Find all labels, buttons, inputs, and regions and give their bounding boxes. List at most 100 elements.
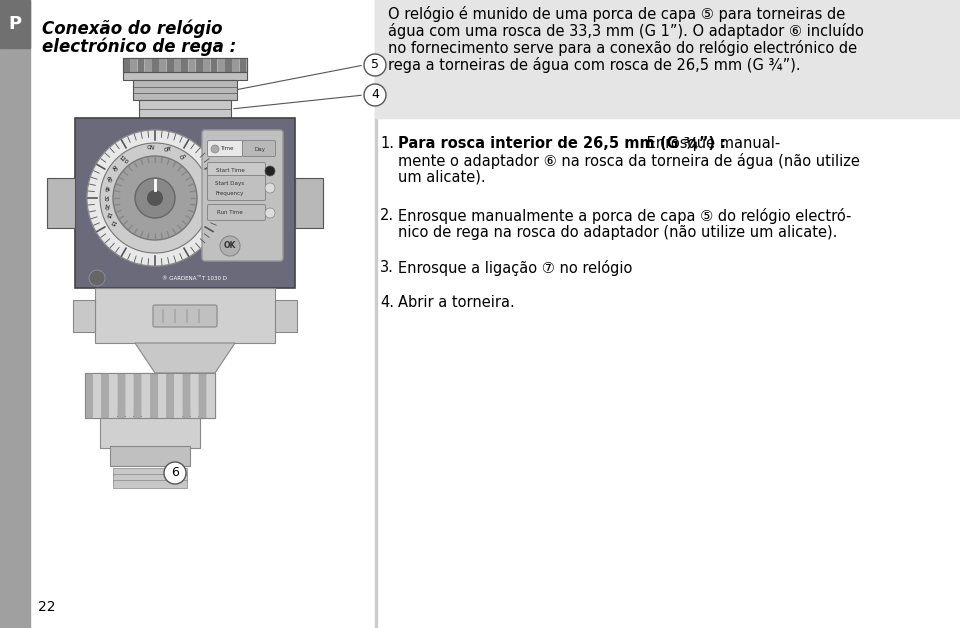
Bar bbox=[137, 58, 144, 72]
Bar bbox=[110, 446, 190, 466]
Circle shape bbox=[265, 183, 275, 193]
Text: mente o adaptador ⑥ na rosca da torneira de água (não utilize: mente o adaptador ⑥ na rosca da torneira… bbox=[398, 153, 860, 169]
Circle shape bbox=[265, 166, 275, 176]
Text: Enrosque manualmente a porca de capa ⑤ do relógio electró-: Enrosque manualmente a porca de capa ⑤ d… bbox=[398, 208, 852, 224]
Circle shape bbox=[87, 130, 223, 266]
Text: um alicate).: um alicate). bbox=[398, 170, 486, 185]
Bar bbox=[85, 373, 92, 418]
Bar bbox=[375, 0, 377, 628]
Text: 4.: 4. bbox=[380, 295, 394, 310]
Bar bbox=[181, 58, 188, 72]
Bar bbox=[295, 178, 323, 228]
Text: Conexão do relógio: Conexão do relógio bbox=[42, 20, 223, 38]
Bar bbox=[73, 300, 95, 332]
Bar bbox=[191, 373, 199, 418]
Bar bbox=[240, 58, 247, 72]
Text: 2.: 2. bbox=[380, 208, 395, 223]
Bar bbox=[225, 58, 232, 72]
Circle shape bbox=[164, 462, 186, 484]
Text: 30: 30 bbox=[103, 195, 108, 202]
Bar bbox=[113, 474, 187, 482]
Text: On: On bbox=[180, 153, 188, 161]
Bar bbox=[47, 178, 75, 228]
Bar bbox=[375, 0, 960, 118]
Text: electrónico de rega :: electrónico de rega : bbox=[42, 38, 236, 57]
Circle shape bbox=[220, 236, 240, 256]
Bar bbox=[174, 58, 180, 72]
Bar bbox=[204, 58, 210, 72]
Text: Run Time: Run Time bbox=[217, 210, 243, 215]
Text: ON: ON bbox=[147, 145, 155, 151]
Bar bbox=[0, 0, 30, 48]
FancyBboxPatch shape bbox=[202, 130, 283, 261]
FancyBboxPatch shape bbox=[243, 141, 276, 156]
FancyBboxPatch shape bbox=[207, 141, 243, 156]
Text: Time: Time bbox=[220, 146, 233, 151]
Bar bbox=[113, 468, 187, 476]
Text: 15: 15 bbox=[108, 219, 115, 227]
Circle shape bbox=[265, 208, 275, 218]
Circle shape bbox=[89, 270, 105, 286]
Bar bbox=[199, 373, 206, 418]
Text: 1.: 1. bbox=[380, 136, 394, 151]
Bar bbox=[109, 373, 117, 418]
Bar bbox=[93, 373, 101, 418]
Text: 4: 4 bbox=[372, 89, 379, 102]
Text: Frequency: Frequency bbox=[216, 192, 244, 197]
Text: 60: 60 bbox=[105, 175, 112, 183]
Bar bbox=[166, 373, 174, 418]
Bar bbox=[167, 58, 174, 72]
Circle shape bbox=[135, 178, 175, 218]
Bar bbox=[158, 373, 166, 418]
Bar bbox=[153, 58, 159, 72]
Text: 6: 6 bbox=[171, 467, 179, 480]
Bar bbox=[85, 373, 215, 418]
Circle shape bbox=[364, 54, 386, 76]
Bar bbox=[123, 72, 247, 80]
Bar bbox=[150, 373, 157, 418]
Bar bbox=[133, 373, 141, 418]
Text: Enrosque manual-: Enrosque manual- bbox=[641, 136, 780, 151]
Text: 90: 90 bbox=[110, 165, 118, 173]
Text: nico de rega na rosca do adaptador (não utilize um alicate).: nico de rega na rosca do adaptador (não … bbox=[398, 225, 837, 240]
Bar bbox=[117, 373, 125, 418]
Bar bbox=[206, 373, 214, 418]
FancyBboxPatch shape bbox=[207, 163, 266, 178]
Circle shape bbox=[364, 84, 386, 106]
Bar bbox=[95, 288, 275, 343]
Circle shape bbox=[147, 190, 163, 206]
FancyBboxPatch shape bbox=[153, 305, 217, 327]
Text: O relógio é munido de uma porca de capa ⑤ para torneiras de: O relógio é munido de uma porca de capa … bbox=[388, 6, 845, 22]
Bar bbox=[142, 373, 150, 418]
Text: água com uma rosca de 33,3 mm (G 1”). O adaptador ⑥ incluído: água com uma rosca de 33,3 mm (G 1”). O … bbox=[388, 23, 864, 39]
Bar bbox=[101, 373, 108, 418]
Text: 45: 45 bbox=[103, 185, 108, 193]
Text: Off: Off bbox=[163, 146, 173, 153]
Text: 22: 22 bbox=[38, 600, 56, 614]
Bar bbox=[131, 58, 137, 72]
Bar bbox=[123, 58, 130, 72]
Bar bbox=[145, 58, 152, 72]
Text: Day: Day bbox=[254, 146, 266, 151]
Bar bbox=[123, 58, 247, 72]
Circle shape bbox=[87, 130, 223, 266]
Bar bbox=[189, 58, 196, 72]
Polygon shape bbox=[135, 343, 235, 373]
FancyBboxPatch shape bbox=[207, 175, 266, 200]
Bar bbox=[196, 58, 203, 72]
Text: 120: 120 bbox=[117, 154, 129, 165]
Bar bbox=[0, 0, 30, 628]
Bar bbox=[182, 373, 190, 418]
Bar bbox=[75, 118, 295, 288]
Text: 20: 20 bbox=[103, 203, 108, 210]
Bar bbox=[175, 373, 182, 418]
Text: Start Time: Start Time bbox=[216, 168, 245, 173]
Bar bbox=[113, 480, 187, 488]
Bar bbox=[275, 300, 297, 332]
Circle shape bbox=[100, 143, 210, 253]
Circle shape bbox=[113, 156, 197, 240]
Text: no fornecimento serve para a conexão do relógio electrónico de: no fornecimento serve para a conexão do … bbox=[388, 40, 857, 56]
Text: 3.: 3. bbox=[380, 260, 394, 275]
Text: OK: OK bbox=[224, 242, 236, 251]
Text: ® GARDENA™T 1030 D: ® GARDENA™T 1030 D bbox=[162, 276, 228, 281]
